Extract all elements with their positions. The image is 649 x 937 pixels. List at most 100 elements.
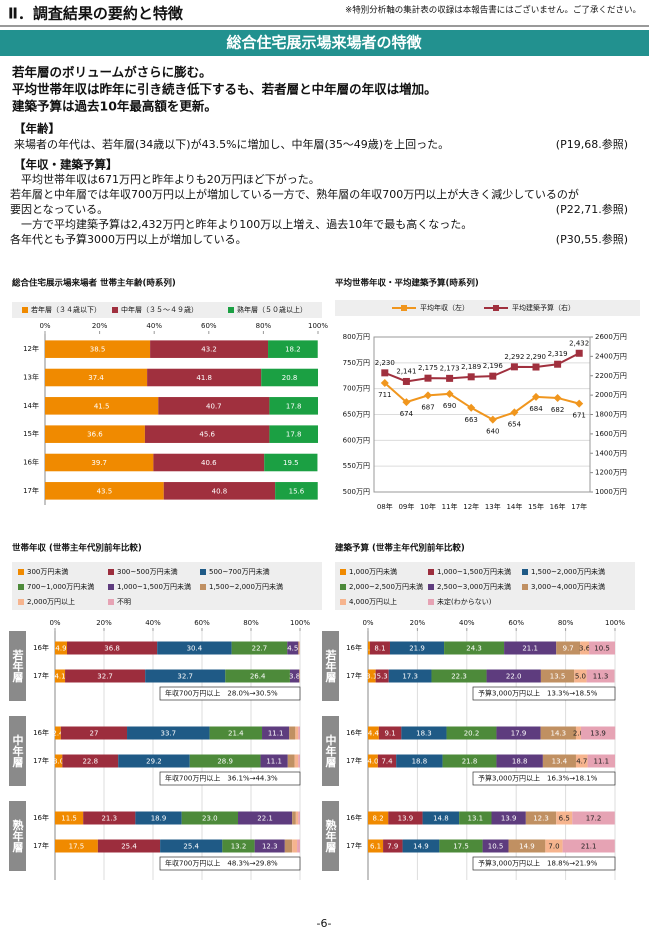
data-label: 14.8	[433, 815, 449, 823]
bar-segment	[422, 811, 460, 825]
bar-segment	[298, 726, 300, 740]
bar-segment	[62, 754, 119, 768]
bar-segment	[431, 669, 487, 683]
data-label: 684	[529, 405, 543, 413]
legend-swatch	[428, 599, 434, 605]
data-label: 4.0	[367, 758, 378, 766]
bar-segment	[580, 641, 590, 655]
bar-segment	[189, 754, 261, 768]
bar-segment	[580, 726, 616, 740]
bar-segment	[147, 368, 262, 387]
legend-swatch	[22, 307, 28, 313]
bar-segment	[442, 754, 497, 768]
marker	[424, 391, 432, 400]
legend-swatch	[428, 569, 434, 575]
legend-label: 平均建築予算（右）	[512, 303, 575, 312]
bar-segment	[153, 453, 265, 472]
data-label: 7.4	[381, 758, 393, 766]
data-label: 11.5	[61, 815, 77, 823]
bar-segment	[482, 839, 509, 853]
data-label: 2.0	[573, 730, 584, 738]
y2-tick-label: 1800万円	[595, 411, 627, 419]
y2-tick-label: 2400万円	[595, 352, 627, 360]
annotation: 予算3,000万円以上 13.3%→18.5%	[478, 689, 598, 698]
y-tick-label: 16年	[33, 643, 49, 652]
data-label: 23.0	[202, 815, 218, 823]
annotation: 年収700万円以上 36.1%→44.3%	[165, 774, 278, 783]
data-label: 4.5	[287, 645, 298, 653]
group-label: 若年層	[11, 648, 24, 683]
bar-segment	[540, 726, 576, 740]
bar-segment	[401, 726, 447, 740]
data-label: 17.2	[586, 815, 602, 823]
data-label: 36.6	[87, 431, 103, 439]
banner: 総合住宅展示場来場者の特徴	[226, 34, 422, 52]
legend-bg	[12, 302, 322, 318]
y-tick-label: 14年	[23, 401, 39, 410]
bar-segment	[45, 368, 148, 387]
data-label: 711	[378, 391, 391, 399]
y2-tick-label: 2200万円	[595, 372, 627, 380]
data-label: 13.4	[552, 758, 568, 766]
bar-segment	[556, 811, 573, 825]
x-tick-label: 40%	[145, 619, 161, 627]
bar-segment	[254, 839, 285, 853]
data-label: 6.1	[370, 843, 381, 851]
bar-segment	[238, 811, 293, 825]
bar-segment	[368, 839, 384, 853]
x-tick-label: 20%	[96, 619, 112, 627]
data-label: 2,175	[418, 364, 438, 372]
bar-segment	[459, 811, 492, 825]
data-label: 22.3	[451, 673, 467, 681]
y2-tick-label: 1000万円	[595, 488, 627, 496]
data-label: 14.9	[519, 843, 535, 851]
bar-segment	[209, 726, 263, 740]
y2-tick-label: 1600万円	[595, 430, 627, 438]
bar-segment	[491, 811, 526, 825]
legend-label: 熟年層（５０歳以上）	[237, 305, 307, 314]
data-label: 17.9	[511, 730, 527, 738]
bar-segment	[269, 397, 318, 415]
bar-segment	[375, 669, 389, 683]
bar-segment	[369, 641, 390, 655]
bar-segment	[262, 726, 290, 740]
bar-segment	[542, 754, 576, 768]
bar-segment	[295, 811, 299, 825]
data-label: 2,292	[504, 353, 524, 361]
annotation-box	[472, 771, 616, 786]
y2-tick-label: 2000万円	[595, 391, 627, 399]
y-tick-label: 17年	[33, 756, 49, 765]
data-label: 640	[486, 428, 499, 436]
legend-label: 1,000~1,500万円未満	[117, 582, 191, 591]
bar-segment	[158, 397, 270, 415]
group-label: 中年層	[11, 733, 24, 768]
data-label: 21.1	[581, 843, 597, 851]
bar-segment	[292, 811, 296, 825]
x-tick-label: 0%	[49, 619, 60, 627]
data-label: 3.6	[579, 645, 591, 653]
x-tick-label: 20%	[410, 619, 426, 627]
bar-segment	[289, 726, 296, 740]
legend-swatch	[108, 599, 114, 605]
data-label: 2,189	[461, 363, 481, 371]
bar-segment	[135, 811, 182, 825]
y-tick-label: 17年	[346, 841, 362, 850]
legend-swatch	[428, 584, 434, 590]
marker	[532, 392, 540, 401]
y-tick-label: 650万円	[343, 411, 370, 419]
y-tick-label: 15年	[23, 429, 39, 438]
legend-label: 500~700万円未満	[209, 567, 270, 576]
x-tick-label: 13年	[485, 502, 501, 511]
x-tick-label: 12年	[463, 502, 479, 511]
data-label: 33.7	[161, 730, 177, 738]
section-text: 要因となっている。	[10, 203, 108, 216]
data-label: 14.9	[413, 843, 429, 851]
data-label: 32.7	[97, 673, 113, 681]
page-title: Ⅱ．調査結果の要約と特徴	[8, 5, 184, 23]
bar-segment	[45, 482, 164, 500]
data-label: 45.6	[199, 431, 215, 439]
data-label: 13.9	[590, 730, 606, 738]
data-label: 2,432	[569, 339, 589, 347]
bar-segment	[368, 669, 376, 683]
